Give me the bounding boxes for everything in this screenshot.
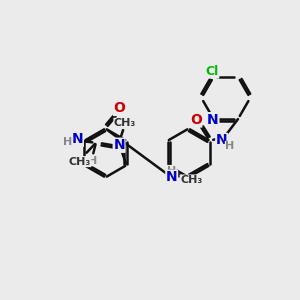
Text: N: N (166, 170, 178, 184)
Text: N: N (72, 132, 83, 146)
Text: N: N (113, 138, 125, 152)
Text: O: O (113, 101, 125, 116)
Text: H: H (167, 166, 176, 176)
Text: Cl: Cl (206, 65, 219, 78)
Text: H: H (63, 137, 73, 147)
Text: CH₃: CH₃ (114, 118, 136, 128)
Text: H: H (88, 156, 97, 166)
Text: CH₃: CH₃ (180, 175, 202, 185)
Text: H: H (225, 141, 235, 152)
Text: CH₃: CH₃ (68, 157, 91, 166)
Text: N: N (207, 113, 219, 127)
Text: O: O (190, 113, 202, 127)
Text: N: N (216, 134, 227, 148)
